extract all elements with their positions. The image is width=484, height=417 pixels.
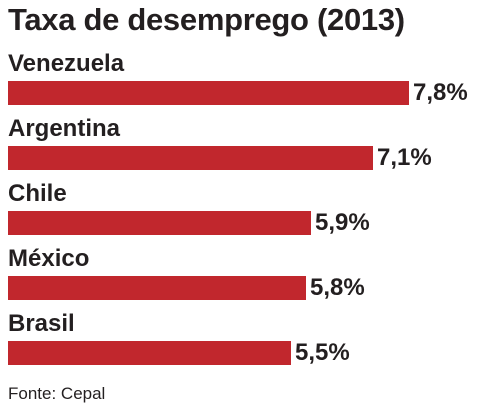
bar <box>8 81 409 105</box>
category-label: Venezuela <box>8 50 125 77</box>
value-label: 5,9% <box>315 209 370 236</box>
category-label: Brasil <box>8 310 75 337</box>
bar <box>8 211 311 235</box>
chart-title: Taxa de desemprego (2013) <box>8 2 405 37</box>
bar <box>8 146 373 170</box>
value-label: 7,1% <box>377 144 432 171</box>
category-label: Chile <box>8 180 67 207</box>
category-label: México <box>8 245 90 272</box>
bar <box>8 341 291 365</box>
source-note: Fonte: Cepal <box>8 384 106 403</box>
value-label: 5,5% <box>295 339 350 366</box>
category-label: Argentina <box>8 115 121 142</box>
bar <box>8 276 306 300</box>
value-label: 5,8% <box>310 274 365 301</box>
value-label: 7,8% <box>413 79 468 106</box>
